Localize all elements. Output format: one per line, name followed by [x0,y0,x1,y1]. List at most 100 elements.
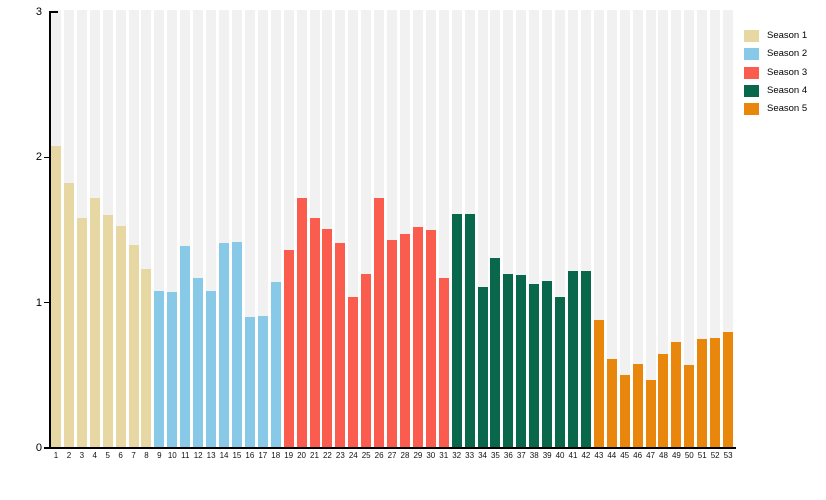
background-stripe [387,10,398,448]
x-tick-label: 29 [413,451,423,460]
background-stripe [231,10,242,448]
x-tick-label: 19 [284,451,294,460]
background-stripe [283,10,294,448]
bar-episode-44 [606,359,617,448]
background-stripe [335,10,346,448]
bar-episode-51 [697,339,708,448]
bar-episode-31 [438,277,449,448]
x-tick-label: 44 [607,451,617,460]
background-stripe [697,10,708,448]
bar-episode-49 [671,341,682,448]
y-tick-label: 2 [35,151,42,164]
bar-episode-50 [684,365,695,448]
y-tick-label: 1 [35,296,42,309]
bar-episode-25 [361,273,372,448]
bar-episode-10 [167,292,178,448]
x-tick-label: 46 [633,451,643,460]
y-tick [50,11,58,13]
legend-swatch [744,103,759,116]
x-tick-label: 18 [271,451,281,460]
legend: Season 1 Season 2 Season 3 Season 4 Season 5 [744,30,807,121]
background-stripe [361,10,372,448]
bar-episode-9 [154,291,165,448]
background-stripe [684,10,695,448]
x-tick-label: 21 [310,451,319,460]
bar-episode-13 [206,291,217,448]
x-tick-label: 3 [79,451,85,460]
x-tick-label: 22 [322,451,332,460]
bar-episode-2 [63,183,74,448]
background-stripe [154,10,165,448]
bar-episode-4 [89,198,100,448]
x-tick-label: 13 [206,451,216,460]
bar-episode-21 [309,218,320,448]
bar-episode-28 [399,234,410,448]
background-stripe [645,10,656,448]
legend-item: Season 3 [744,66,807,79]
x-tick-label: 2 [66,451,72,460]
x-tick-label: 31 [439,451,449,460]
background-stripe [425,10,436,448]
x-tick-label: 50 [684,451,694,460]
background-stripe [710,10,721,448]
x-tick-label: 42 [581,451,591,460]
x-tick-label: 34 [478,451,487,460]
background-stripe [348,10,359,448]
background-stripe [723,10,734,448]
x-tick-label: 4 [92,451,97,460]
x-tick-label: 6 [118,451,123,460]
y-axis-line [49,11,51,448]
background-stripe [606,10,617,448]
bar-episode-52 [710,337,721,448]
background-stripe [529,10,540,448]
background-stripe [593,10,604,448]
legend-label: Season 1 [767,30,808,41]
background-stripe [568,10,578,448]
legend-item: Season 1 [744,30,807,42]
background-stripe [206,10,217,448]
bar-episode-42 [580,270,591,448]
background-stripe [658,10,669,448]
bar-episode-26 [374,198,385,448]
background-stripe [167,10,178,448]
bar-episode-23 [335,243,346,448]
bar-episode-29 [412,227,423,448]
bar-episode-16 [244,317,255,448]
bar-episode-18 [270,282,281,448]
x-tick-label: 12 [193,451,203,460]
x-tick-label: 7 [131,451,136,460]
x-tick-label: 38 [529,451,539,460]
bar-episode-37 [516,275,527,448]
background-stripe [244,10,255,448]
bar-episode-34 [477,286,488,448]
x-tick-label: 43 [594,451,604,460]
x-tick-label: 28 [400,451,410,460]
legend-swatch [744,30,759,42]
x-tick-label: 11 [181,451,190,460]
x-tick-label: 9 [157,451,162,460]
x-tick-label: 47 [646,451,655,460]
x-tick-label: 23 [335,451,345,460]
x-tick-label: 51 [697,451,707,460]
bar-episode-48 [658,353,669,448]
x-tick-label: 39 [542,451,552,460]
bar-episode-41 [568,270,578,448]
background-stripe [141,10,152,448]
legend-item: Season 4 [744,84,807,97]
bar-episode-15 [231,241,242,448]
background-stripe [438,10,449,448]
bar-episode-53 [723,331,734,448]
x-tick-label: 32 [452,451,462,460]
bar-episode-39 [542,280,553,448]
y-tick [44,447,50,449]
background-stripe [671,10,682,448]
bar-episode-35 [490,257,501,448]
x-tick-label: 26 [374,451,384,460]
y-tick [44,301,50,304]
x-tick-label: 52 [710,451,720,460]
x-tick-label: 14 [219,451,229,460]
legend-swatch [744,48,759,61]
